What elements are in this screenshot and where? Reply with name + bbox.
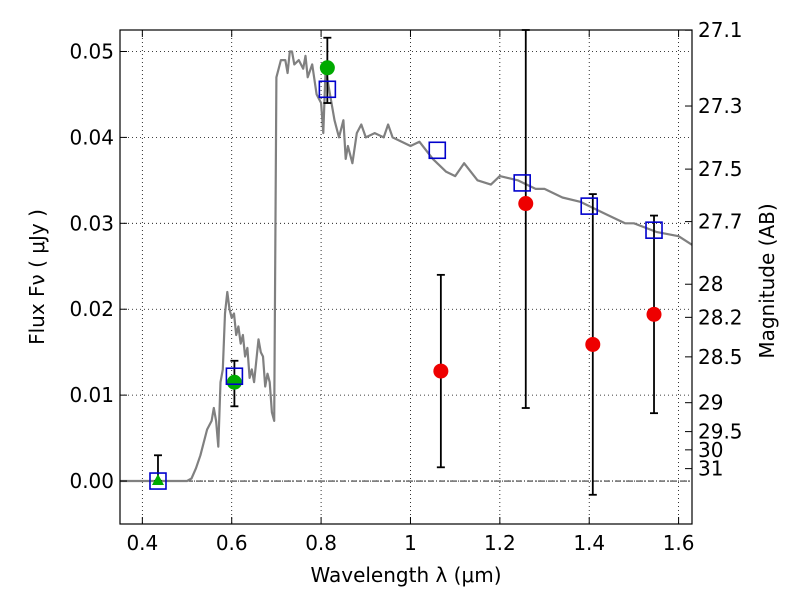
right-tick-label: 27.3: [698, 94, 743, 118]
error-bars-layer: [153, 29, 659, 496]
x-axis-title: Wavelength λ (μm): [310, 563, 501, 587]
plot-frame: [119, 29, 693, 525]
y-tick-label: 0.05: [69, 39, 114, 63]
x-tick-label: 1: [404, 531, 417, 555]
y-tick-label: 0.01: [69, 383, 114, 407]
markers-layer: [149, 60, 663, 490]
model-flux-box: [318, 80, 337, 99]
nondetection-error-bar: [521, 29, 530, 409]
x-tick-label: 1.4: [573, 531, 605, 555]
y-tick-label: 0.03: [69, 211, 114, 235]
right-tick-label: 28.2: [698, 305, 743, 329]
right-tick-label: 27.1: [698, 18, 743, 42]
detection-point: [319, 60, 335, 76]
y-tick-label: 0.00: [69, 469, 114, 493]
right-tick-label: 28: [698, 272, 723, 296]
y-tick-label: 0.02: [69, 297, 114, 321]
right-tick-label: 27.5: [698, 157, 743, 181]
nondetection-point: [646, 306, 662, 322]
y-tick-label: 0.04: [69, 125, 114, 149]
x-tick-label: 0.8: [305, 531, 337, 555]
model-flux-box: [645, 221, 663, 239]
nondetection-point: [585, 336, 601, 352]
x-tick-label: 0.4: [126, 531, 158, 555]
model-flux-box: [428, 141, 447, 160]
nondetection-point: [518, 196, 534, 212]
right-tick-label: 28.5: [698, 345, 743, 369]
model-flux-box: [580, 197, 599, 215]
model-flux-box: [513, 174, 531, 192]
ticks-layer: 0.4 0.6 0.8 1 1.2 1.4 1.6 0.00 0.01 0.02 0.03 0.04 0…: [69, 18, 742, 555]
right-tick-label: 30: [698, 438, 723, 462]
x-tick-label: 1.2: [484, 531, 516, 555]
right-tick-label: 29: [698, 391, 723, 415]
sed-model-layer: [120, 50, 693, 483]
x-tick-label: 1.6: [663, 531, 695, 555]
x-tick-label: 0.6: [216, 531, 248, 555]
y-axis-title: Flux Fν ( μJy ): [25, 209, 49, 345]
nondetection-point: [433, 363, 449, 379]
right-tick-label: 31: [698, 457, 723, 481]
sed-model-line: [120, 50, 693, 483]
upper-limit-triangle: [151, 474, 164, 486]
right-tick-label: 29.5: [698, 420, 743, 444]
grid-lines: [120, 30, 692, 524]
model-flux-box: [149, 472, 167, 490]
detection-point: [226, 374, 242, 390]
model-flux-box: [225, 367, 244, 386]
right-axis-title: Magnitude (AB): [755, 203, 779, 358]
right-tick-label: 27.7: [698, 210, 743, 234]
